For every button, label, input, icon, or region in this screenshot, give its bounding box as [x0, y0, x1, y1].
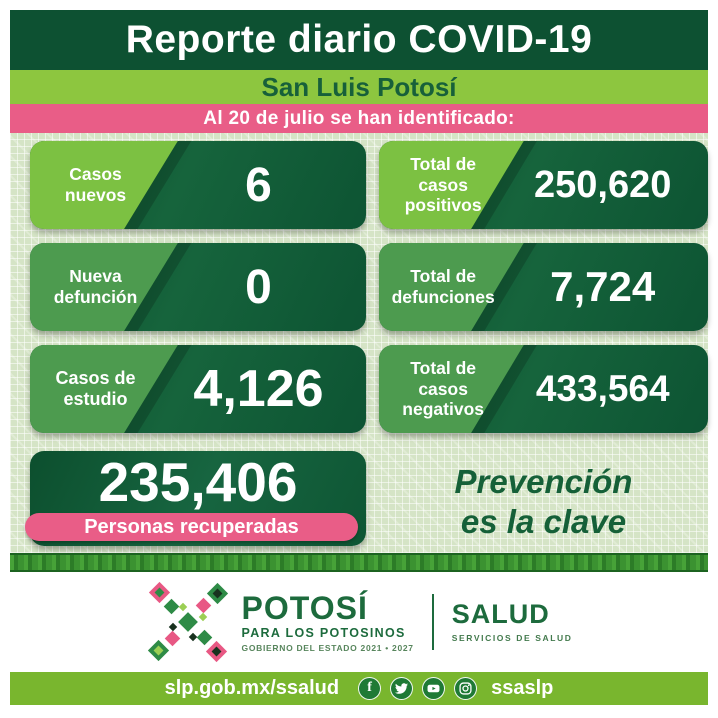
- stat-label: Total de casos positivos: [404, 154, 482, 216]
- salud-org-block: SALUD SERVICIOS DE SALUD: [451, 599, 573, 644]
- website-link[interactable]: slp.gob.mx/ssalud: [164, 677, 340, 699]
- social-footer-bar: slp.gob.mx/ssalud f ssaslp: [10, 672, 708, 705]
- brand-government: GOBIERNO DEL ESTADO 2021 • 2027: [241, 642, 414, 653]
- stat-card-total-positivos: Total de casos positivos 250,620: [379, 141, 708, 229]
- stat-label: Casos de estudio: [55, 367, 136, 409]
- org-subtitle: SERVICIOS DE SALUD: [451, 633, 573, 643]
- stat-value: 7,724: [550, 263, 656, 310]
- stat-value: 433,564: [535, 368, 670, 409]
- stat-card-nueva-defuncion: Nueva defunción 0: [30, 243, 366, 331]
- pattern-background: Casos nuevos 6 Total de casos positivos …: [10, 133, 708, 553]
- recovered-card: 235,406 Personas recuperadas: [25, 451, 366, 546]
- prevention-motto: Prevención es la clave: [454, 462, 633, 540]
- org-name: SALUD: [451, 599, 550, 629]
- state-subtitle-band: San Luis Potosí: [10, 70, 708, 104]
- brand-name: POTOSÍ: [241, 589, 368, 626]
- state-subtitle: San Luis Potosí: [261, 71, 457, 102]
- stat-label: Total de casos negativos: [402, 358, 484, 420]
- instagram-camera-glyph: [459, 682, 472, 695]
- stat-value: 0: [245, 260, 272, 314]
- date-banner: Al 20 de julio se han identificado:: [10, 104, 708, 133]
- facebook-icon[interactable]: f: [358, 677, 382, 700]
- woven-green-strip: [10, 553, 708, 572]
- youtube-play-glyph: [427, 684, 440, 693]
- stat-value: 250,620: [534, 163, 672, 206]
- stat-label: Casos nuevos: [64, 164, 127, 205]
- stat-card-casos-estudio: Casos de estudio 4,126: [30, 345, 366, 433]
- youtube-icon[interactable]: [422, 677, 446, 700]
- instagram-icon[interactable]: [454, 677, 478, 700]
- date-banner-text: Al 20 de julio se han identificado:: [203, 107, 515, 129]
- potosi-brand-block: POTOSÍ PARA LOS POTOSINOS GOBIERNO DEL E…: [242, 592, 414, 653]
- brand-tagline: PARA LOS POTOSINOS: [241, 625, 406, 640]
- recovered-value: 235,406: [98, 451, 298, 513]
- facebook-glyph: f: [367, 679, 372, 695]
- logo-divider: [431, 594, 434, 650]
- potosi-emblem-icon: [147, 581, 228, 663]
- stat-card-total-defunciones: Total de defunciones 7,724: [379, 243, 708, 331]
- stat-card-total-negativos: Total de casos negativos 433,564: [379, 345, 708, 433]
- stat-value: 4,126: [193, 360, 324, 418]
- stat-value: 6: [245, 158, 272, 212]
- recovered-label-pill: Personas recuperadas: [25, 513, 358, 541]
- social-handle[interactable]: ssaslp: [491, 677, 554, 699]
- twitter-bird-glyph: [395, 683, 409, 694]
- stat-label: Nueva defunción: [53, 266, 138, 307]
- report-title-band: Reporte diario COVID-19: [10, 10, 708, 70]
- footer-logos: POTOSÍ PARA LOS POTOSINOS GOBIERNO DEL E…: [10, 572, 708, 672]
- stat-label: Total de defunciones: [391, 266, 495, 307]
- report-title: Reporte diario COVID-19: [125, 18, 593, 61]
- twitter-icon[interactable]: [390, 677, 414, 700]
- stat-card-casos-nuevos: Casos nuevos 6: [30, 141, 366, 229]
